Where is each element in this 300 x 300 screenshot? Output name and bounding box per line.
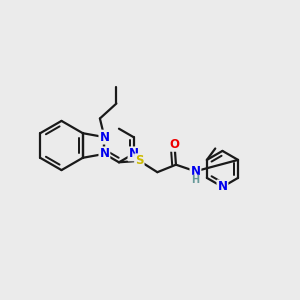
Text: N: N [99, 147, 110, 161]
Text: N: N [99, 130, 110, 144]
Text: H: H [191, 175, 200, 185]
Text: N: N [190, 165, 200, 178]
Text: N: N [128, 147, 139, 161]
Text: N: N [218, 180, 227, 194]
Text: O: O [169, 138, 179, 151]
Text: S: S [135, 154, 144, 167]
